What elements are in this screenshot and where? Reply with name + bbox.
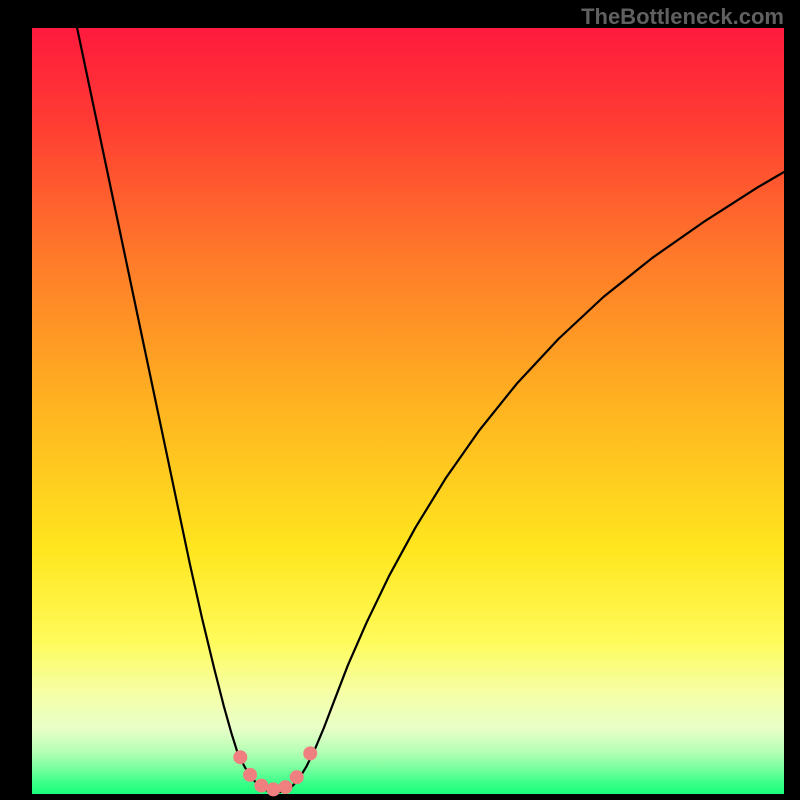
- chart-frame: TheBottleneck.com: [0, 0, 800, 800]
- watermark-text: TheBottleneck.com: [581, 4, 784, 30]
- plot-area: [32, 28, 784, 794]
